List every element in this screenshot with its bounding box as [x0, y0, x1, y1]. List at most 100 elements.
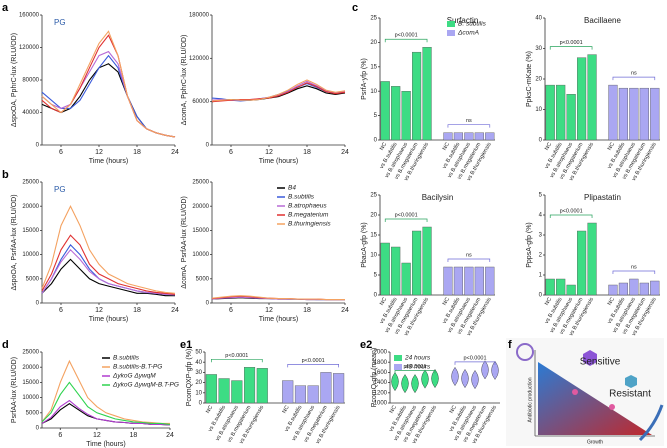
- y-tick-label: 15: [370, 64, 377, 70]
- x-tick-label: NC: [607, 142, 616, 152]
- y-tick-label: 25000: [192, 180, 209, 186]
- x-axis-label: Time (hours): [89, 316, 128, 323]
- panel-letter: a: [2, 2, 9, 14]
- y-tick-label: 20: [195, 380, 202, 386]
- violin: [491, 360, 499, 380]
- bar: [256, 368, 268, 404]
- violin: [461, 369, 469, 389]
- x-tick-label: 18: [130, 432, 138, 439]
- y-tick-label: 0: [199, 401, 203, 407]
- x-axis-label: Time (hours): [259, 316, 298, 323]
- bracket: [454, 361, 496, 365]
- x-tick-label: NC: [607, 297, 616, 307]
- bar: [412, 230, 422, 296]
- series-line: [41, 204, 176, 294]
- bar: [401, 90, 411, 141]
- y-tick-label: 4: [539, 213, 543, 219]
- y-tick-label: 10000: [22, 395, 39, 401]
- x-tick-label: 6: [59, 307, 63, 314]
- legend-label: ΔcomA: [457, 30, 479, 37]
- bar: [443, 132, 453, 141]
- y-tick-label: 10: [370, 89, 377, 95]
- y-tick-label: 60000: [192, 99, 209, 105]
- y-tick-label: 1000: [374, 401, 388, 407]
- y-axis-label: PcomQ-gfp (mean): [371, 348, 378, 408]
- axes: [41, 182, 175, 304]
- legend-label: 24 hours: [404, 355, 431, 362]
- x-tick-label: NC: [544, 297, 553, 307]
- annotation: ns: [631, 264, 637, 270]
- y-tick-label: 0: [206, 143, 210, 149]
- bar: [639, 87, 649, 141]
- y-axis-label: ΔcomA, PsrfAA-lux (RLU/OD): [181, 196, 188, 289]
- panel-letter: d: [2, 339, 9, 351]
- y-axis-label: PbacA-gfp (%): [361, 222, 368, 268]
- bar: [587, 54, 597, 141]
- legend-swatch: [394, 355, 402, 361]
- diagram-x-label: Growth: [587, 439, 603, 445]
- y-axis-label: PsrfAA-lux (RLU/OD): [11, 357, 18, 423]
- violin: [401, 374, 409, 394]
- y-tick-label: 25000: [22, 180, 39, 186]
- y-tick-label: 2000: [374, 350, 388, 356]
- x-tick-label: 18: [133, 149, 141, 156]
- series-line: [41, 258, 175, 297]
- bar: [629, 87, 639, 141]
- series-line: [41, 381, 171, 425]
- y-tick-label: 5000: [196, 276, 210, 282]
- bar: [545, 84, 555, 141]
- y-tick-label: 5: [374, 113, 378, 119]
- legend-label: B.atrophaeus: [288, 203, 327, 210]
- series-line: [41, 399, 171, 426]
- y-tick-label: 15: [370, 233, 377, 239]
- y-axis-label: PcomQXP-gfp (%): [186, 349, 193, 407]
- series-line: [41, 403, 171, 426]
- label-resistant: Resistant: [609, 389, 651, 400]
- bracket: [211, 358, 263, 363]
- panel-letter: c: [352, 2, 358, 14]
- bar: [608, 284, 618, 296]
- legend-label: ΔykoG ΔywqM-B.T-PG: [112, 382, 179, 389]
- y-tick-label: 5000: [26, 410, 40, 416]
- bar: [464, 132, 474, 141]
- y-tick-label: 15000: [22, 228, 39, 234]
- series-line: [211, 79, 346, 102]
- y-tick-label: 10000: [22, 252, 39, 258]
- y-tick-label: 0: [36, 143, 40, 149]
- y-tick-label: 20: [535, 77, 542, 83]
- y-tick-label: 5: [539, 193, 543, 199]
- y-tick-label: 10: [370, 253, 377, 259]
- x-tick-label: NC: [442, 142, 451, 152]
- bar: [566, 94, 576, 141]
- x-tick-label: 12: [95, 149, 103, 156]
- legend-label: B.subtilis: [288, 194, 315, 201]
- x-tick-label: 12: [265, 307, 273, 314]
- bar: [282, 380, 294, 404]
- x-tick-label: 12: [95, 307, 103, 314]
- bracket: [287, 364, 339, 368]
- panel-letter: f: [508, 339, 512, 351]
- legend-label: B.megaterium: [288, 212, 329, 219]
- bar: [422, 47, 432, 141]
- annotation: ns: [466, 118, 472, 124]
- x-tick-label: 24: [171, 307, 179, 314]
- chart-title: Surfactin: [447, 16, 479, 25]
- annotation: PG: [54, 18, 66, 27]
- x-tick-label: 12: [93, 432, 101, 439]
- x-tick-label: NC: [442, 297, 451, 307]
- x-tick-label: 6: [58, 432, 62, 439]
- bar: [577, 57, 587, 141]
- annotation: p<0.0001: [395, 212, 418, 218]
- y-tick-label: 1400: [374, 380, 388, 386]
- annotation: p<0.0001: [225, 353, 248, 359]
- icon-hex: [583, 350, 597, 366]
- y-tick-label: 5: [374, 273, 378, 279]
- violin: [481, 360, 489, 380]
- y-tick-label: 0: [539, 138, 543, 144]
- series-line: [41, 244, 176, 296]
- bracket: [549, 46, 593, 50]
- y-tick-label: 0: [206, 301, 210, 307]
- y-tick-label: 0: [374, 138, 378, 144]
- annotation: p<0.0001: [302, 358, 325, 364]
